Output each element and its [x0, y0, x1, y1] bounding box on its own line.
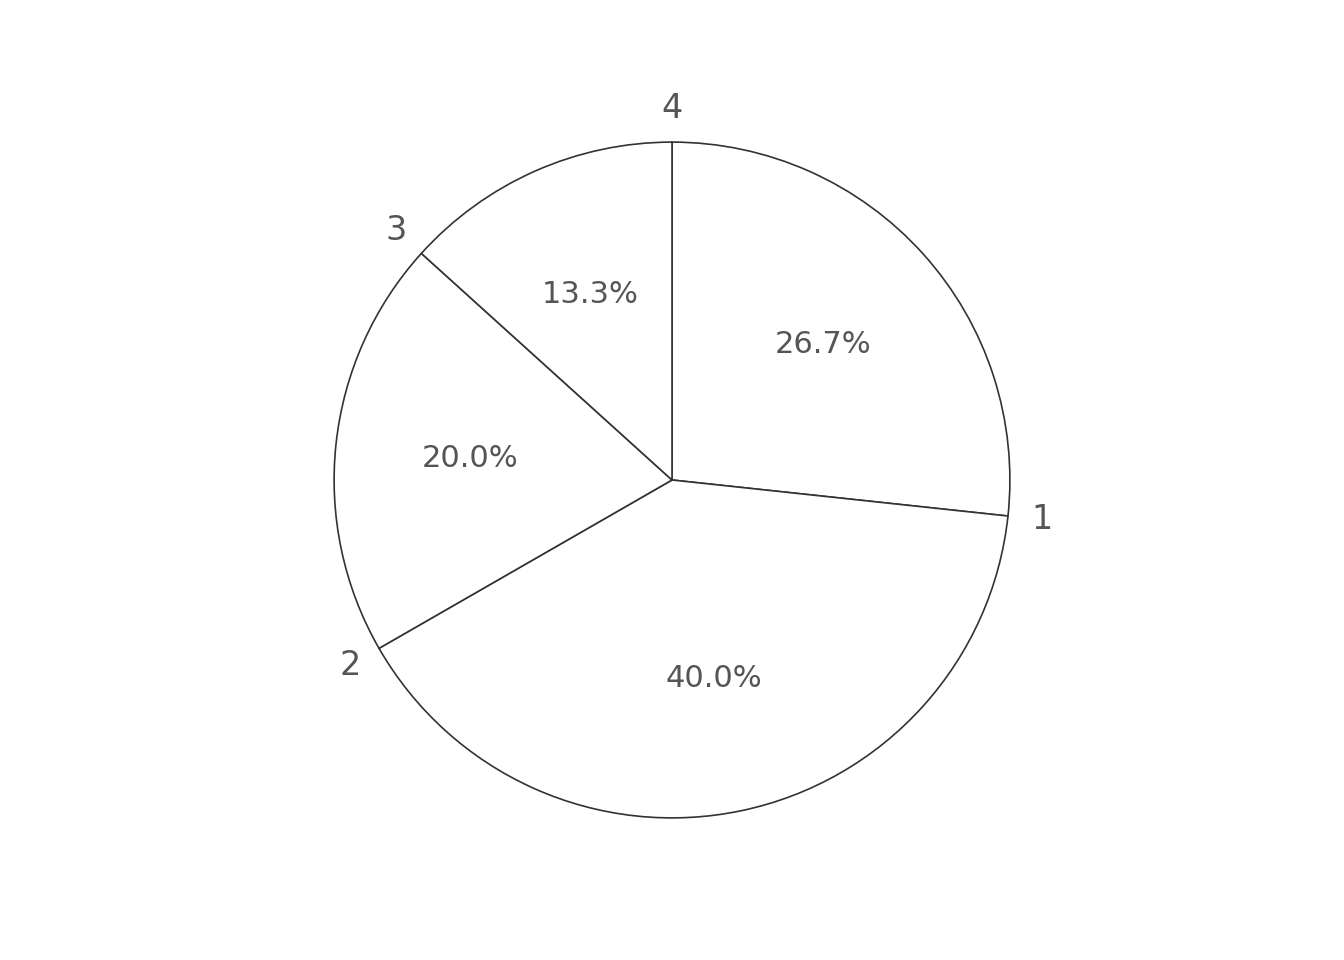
Text: 4: 4 [661, 92, 683, 125]
Text: 26.7%: 26.7% [774, 330, 871, 359]
Wedge shape [672, 142, 1009, 516]
Wedge shape [422, 142, 672, 480]
Text: 2: 2 [339, 649, 360, 682]
Text: 1: 1 [1031, 503, 1052, 536]
Text: 40.0%: 40.0% [665, 664, 762, 693]
Text: 13.3%: 13.3% [542, 280, 638, 309]
Wedge shape [379, 480, 1008, 818]
Text: 3: 3 [386, 214, 407, 248]
Wedge shape [335, 253, 672, 648]
Text: 20.0%: 20.0% [422, 444, 519, 473]
